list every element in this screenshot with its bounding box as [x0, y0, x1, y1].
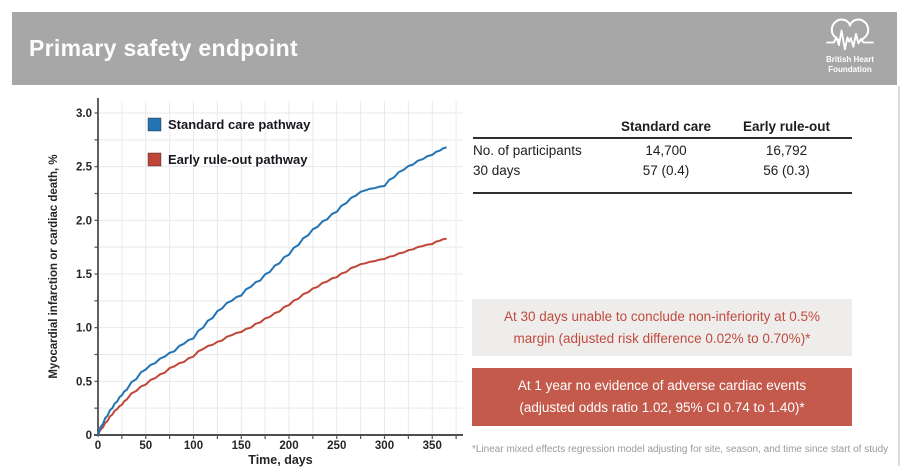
- callout-non-inferiority: At 30 days unable to conclude non-inferi…: [472, 299, 852, 356]
- heart-ecg-icon: [826, 18, 874, 51]
- axis-text: Time, days: [248, 453, 312, 467]
- callout-line: (adjusted odds ratio 1.02, 95% CI 0.74 t…: [519, 400, 805, 415]
- table-bottom-rule: [473, 192, 852, 194]
- row-value-standard-care: 57 (0.4): [642, 163, 690, 178]
- axis-text: 100: [184, 440, 203, 452]
- axis-text: 0: [86, 430, 92, 442]
- legend-swatch: [147, 152, 162, 167]
- row-value-early-rule-out: 16,792: [765, 143, 808, 158]
- page-title: Primary safety endpoint: [29, 35, 298, 61]
- axis-text: 250: [327, 440, 346, 452]
- footnote: *Linear mixed effects regression model a…: [472, 444, 889, 455]
- axis-text: 50: [139, 440, 152, 452]
- axis-text: 300: [375, 440, 394, 452]
- table-row: 30 days 57 (0.4) 56 (0.3): [473, 159, 852, 179]
- axis-text: 1.5: [76, 269, 93, 281]
- callout-line: margin (adjusted risk difference 0.02% t…: [513, 330, 811, 346]
- series-line-standard-care-pathway: [97, 146, 447, 436]
- axis-text: Early rule-out pathway: [168, 152, 308, 167]
- axis-text: 150: [232, 440, 251, 452]
- axis-text: 0.5: [76, 376, 93, 388]
- row-value-early-rule-out: 56 (0.3): [763, 163, 810, 178]
- logo-text: British Heart Foundation: [817, 55, 883, 74]
- table-row: No. of participants 14,700 16,792: [473, 139, 852, 159]
- axis-text: 1.0: [76, 323, 92, 335]
- axis-text: 0: [95, 440, 101, 452]
- series-line-early-rule-out-pathway: [97, 237, 447, 436]
- logo-text-line2: Foundation: [828, 64, 872, 74]
- legend-swatch: [147, 117, 162, 132]
- logo-text-line1: British Heart: [825, 55, 874, 64]
- callout-line: At 30 days unable to conclude non-inferi…: [504, 308, 820, 324]
- axis-text: 350: [423, 440, 442, 452]
- table-header-row: Standard care Early rule-out: [473, 119, 852, 139]
- row-value-standard-care: 14,700: [645, 143, 687, 158]
- axis-text: 200: [279, 440, 298, 452]
- axis-text: Standard care pathway: [168, 117, 311, 132]
- results-table: Standard care Early rule-out No. of part…: [473, 119, 852, 194]
- table-header-standard-care: Standard care: [620, 119, 712, 134]
- row-label: No. of participants: [473, 143, 582, 158]
- axis-text: Myocardial infarction or cardiac death, …: [48, 154, 60, 378]
- table-header-early-rule-out: Early rule-out: [742, 119, 831, 134]
- callout-line: At 1 year no evidence of adverse cardiac…: [517, 378, 807, 394]
- header-bar: Primary safety endpoint British Heart Fo…: [12, 12, 897, 85]
- axis-text: 2.0: [76, 215, 92, 227]
- axis-text: 2.5: [76, 162, 93, 174]
- row-label: 30 days: [473, 163, 521, 178]
- callout-one-year: At 1 year no evidence of adverse cardiac…: [472, 368, 852, 426]
- british-heart-foundation-logo: British Heart Foundation: [817, 17, 883, 74]
- chart-canvas: 0 50 100 150 200 250 300 350 0 0.5 1.0 1.5 2.0 2.5 3.0…: [48, 98, 463, 467]
- slide-right-border: [898, 86, 900, 466]
- axis-text: 3.0: [76, 108, 92, 120]
- incidence-chart: 0 50 100 150 200 250 300 350 0 0.5 1.0 1.5 2.0 2.5 3.0…: [0, 85, 470, 468]
